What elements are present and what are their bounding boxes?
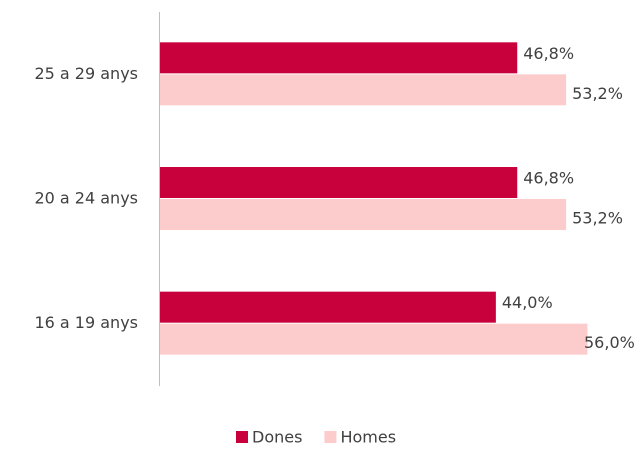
bar (160, 323, 588, 355)
legend-label: Dones (252, 428, 302, 447)
value-label: 46,8% (523, 169, 574, 188)
y-tick-label: 16 a 19 anys (34, 313, 138, 332)
y-tick-label: 20 a 24 anys (34, 189, 138, 208)
bar (160, 167, 518, 198)
bar (160, 291, 496, 323)
value-label: 53,2% (572, 84, 623, 103)
value-label: 53,2% (572, 209, 623, 228)
value-label: 46,8% (523, 44, 574, 63)
bar (160, 199, 567, 230)
y-tick-label: 25 a 29 anys (34, 64, 138, 83)
legend-swatch (324, 431, 337, 443)
bar (160, 42, 518, 74)
legend-label: Homes (340, 428, 396, 447)
value-label: 44,0% (502, 293, 553, 312)
bar (160, 74, 567, 106)
value-label: 56,0% (584, 333, 635, 352)
legend-swatch (236, 431, 248, 443)
